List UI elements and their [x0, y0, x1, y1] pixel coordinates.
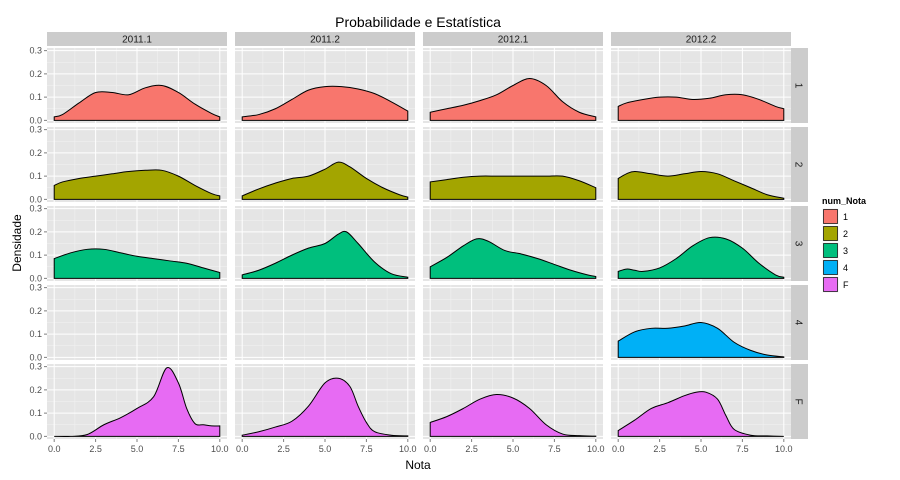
x-tick-label: 0.0 [424, 444, 437, 454]
y-tick-label: 0.2 [29, 306, 42, 316]
density-area [241, 161, 409, 200]
x-axis-title: Nota [405, 458, 431, 472]
x-tick-label: 2.5 [89, 444, 102, 454]
y-tick-label: 0.0 [29, 431, 42, 441]
y-tick-label: 0.3 [29, 125, 42, 135]
x-tick-label: 5.0 [319, 444, 332, 454]
facet-panel [47, 285, 227, 360]
density-area [241, 85, 409, 121]
x-tick-label: 2.5 [653, 444, 666, 454]
chart-title: Probabilidade e Estatística [335, 14, 501, 30]
density-area [241, 230, 409, 279]
y-axis-title: Densidade [10, 214, 24, 272]
column-strip-label: 2011.1 [122, 35, 152, 46]
x-tick-label: 2.5 [277, 444, 290, 454]
y-tick-label: 0.2 [29, 148, 42, 158]
density-area [53, 248, 221, 279]
column-strip-label: 2012.1 [498, 35, 529, 46]
facet-panels: 2011.1 2011.2 2012.1 2012.2 1 2 3 4 F 0.0 0.1 0.2 0.… [29, 32, 808, 454]
y-tick-label: 0.1 [29, 408, 42, 418]
row-strip-label: 4 [793, 320, 804, 326]
legend-label: 1 [843, 212, 848, 222]
column-strip [235, 32, 415, 46]
row-strip-label: 1 [793, 83, 804, 89]
y-tick-label: 0.3 [29, 283, 42, 293]
density-area [241, 377, 409, 437]
row-strip [790, 48, 808, 123]
density-area [54, 367, 221, 438]
y-tick-label: 0.3 [29, 46, 42, 56]
density-area [617, 321, 785, 358]
column-strip-label: 2012.2 [686, 35, 717, 46]
density-area [53, 169, 221, 200]
legend-swatch [823, 260, 838, 275]
x-tick-label: 10.0 [399, 444, 417, 454]
y-tick-label: 0.0 [29, 115, 42, 125]
column-strip [423, 32, 603, 46]
x-tick-label: 10.0 [587, 444, 605, 454]
y-tick-label: 0.1 [29, 171, 42, 181]
density-area [429, 78, 597, 121]
row-strip-label: 3 [793, 241, 804, 247]
x-tick-label: 0.0 [612, 444, 625, 454]
legend-swatch [823, 226, 838, 241]
x-tick-label: 7.5 [548, 444, 561, 454]
density-area [617, 391, 784, 437]
x-tick-label: 0.0 [48, 444, 61, 454]
x-tick-label: 7.5 [736, 444, 749, 454]
density-area [53, 84, 221, 121]
legend-label: 3 [843, 246, 848, 256]
x-tick-label: 5.0 [695, 444, 708, 454]
row-strip-label: 2 [793, 162, 804, 168]
y-tick-label: 0.3 [29, 204, 42, 214]
row-strip [790, 364, 808, 439]
column-strip-label: 2011.2 [310, 35, 340, 46]
x-tick-label: 5.0 [507, 444, 520, 454]
legend-label: 2 [843, 229, 848, 239]
facet-panel [423, 285, 603, 360]
facet-panel [235, 285, 415, 360]
y-tick-label: 0.1 [29, 250, 42, 260]
row-strip [790, 127, 808, 202]
row-strip [790, 206, 808, 281]
column-strip [47, 32, 227, 46]
density-area [617, 170, 785, 200]
y-tick-label: 0.2 [29, 385, 42, 395]
y-tick-label: 0.1 [29, 329, 42, 339]
y-tick-label: 0.0 [29, 352, 42, 362]
legend: num_Nota 1 2 3 4 F [821, 196, 867, 294]
y-tick-label: 0.1 [29, 92, 42, 102]
legend-swatch [823, 243, 838, 258]
y-tick-label: 0.0 [29, 273, 42, 283]
row-strip-label: F [793, 398, 804, 404]
density-area [617, 93, 785, 121]
x-tick-label: 7.5 [172, 444, 185, 454]
legend-label: F [843, 280, 849, 290]
y-tick-label: 0.0 [29, 194, 42, 204]
column-strip [611, 32, 791, 46]
row-strip [790, 285, 808, 360]
density-area [429, 394, 597, 437]
x-tick-label: 2.5 [465, 444, 478, 454]
density-area [617, 236, 785, 279]
legend-swatch [823, 209, 838, 224]
x-tick-label: 5.0 [131, 444, 144, 454]
x-tick-label: 10.0 [775, 444, 793, 454]
density-area [429, 238, 597, 279]
legend-swatch [823, 277, 838, 292]
y-tick-label: 0.3 [29, 362, 42, 372]
x-tick-label: 10.0 [211, 444, 229, 454]
legend-title: num_Nota [822, 196, 867, 206]
y-tick-label: 0.2 [29, 69, 42, 79]
y-tick-label: 0.2 [29, 227, 42, 237]
legend-label: 4 [843, 263, 848, 273]
density-area [429, 175, 597, 200]
x-tick-label: 0.0 [236, 444, 249, 454]
x-tick-label: 7.5 [360, 444, 373, 454]
